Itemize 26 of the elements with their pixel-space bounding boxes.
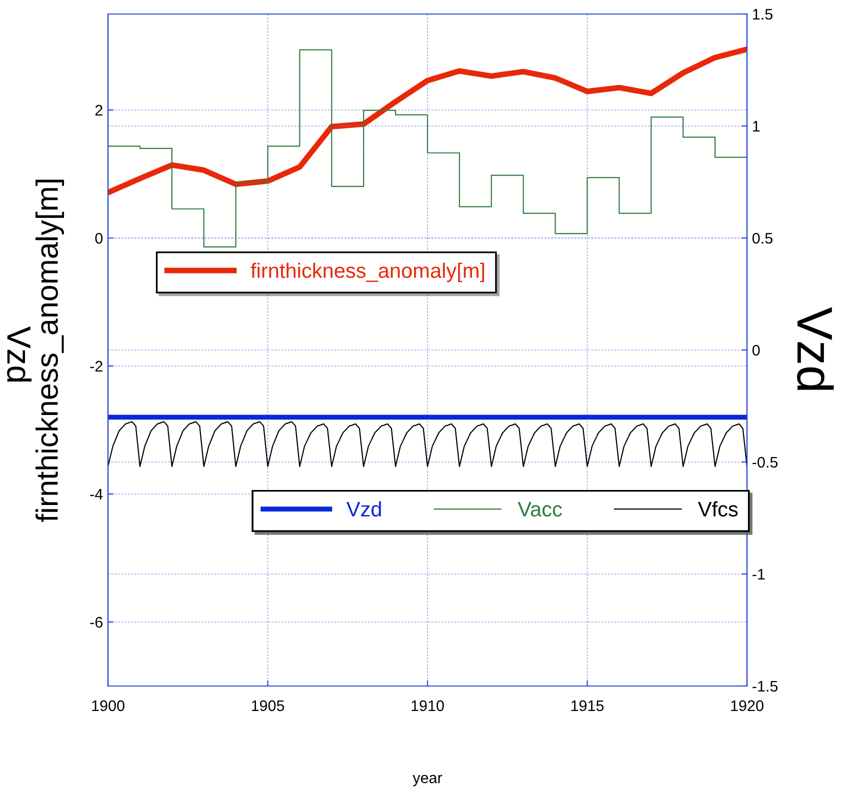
y2-tick-label: -1.5 bbox=[752, 681, 778, 692]
y2-tick-label: -0.5 bbox=[752, 456, 778, 468]
y2-axis-title: Vzd bbox=[797, 307, 834, 390]
x-axis-title: year bbox=[412, 774, 442, 786]
y2-tick-label: 1 bbox=[753, 121, 760, 132]
legend-label: firnthickness_anomaly[m] bbox=[250, 262, 484, 282]
y2-tick-label: 0 bbox=[752, 344, 760, 356]
y-tick-label: -4 bbox=[90, 489, 103, 500]
legend-label: Vacc bbox=[518, 502, 562, 517]
y2-tick-label: 1.5 bbox=[753, 9, 772, 20]
y-tick-label: -6 bbox=[90, 616, 102, 628]
y-axis-title: firnthickness_anomaly[m] bbox=[36, 180, 64, 522]
text: Vzd bbox=[7, 326, 32, 382]
legend-label: Vzd bbox=[346, 501, 381, 517]
x-tick-label: 1920 bbox=[731, 700, 764, 712]
y-tick-label: 0 bbox=[95, 232, 103, 244]
x-tick-label: 1915 bbox=[571, 700, 604, 712]
y2-tick-label: -1 bbox=[752, 569, 765, 580]
x-tick-label: 1905 bbox=[252, 700, 284, 712]
x-tick-label: 1900 bbox=[92, 700, 124, 712]
y2-tick-label: 0.5 bbox=[752, 232, 772, 244]
x-tick-label: 1910 bbox=[412, 700, 444, 712]
line-series bbox=[108, 421, 747, 468]
y-tick-label: 2 bbox=[95, 104, 102, 116]
legend-label: Vfcs bbox=[698, 501, 738, 517]
y-tick-label: -2 bbox=[90, 360, 102, 372]
